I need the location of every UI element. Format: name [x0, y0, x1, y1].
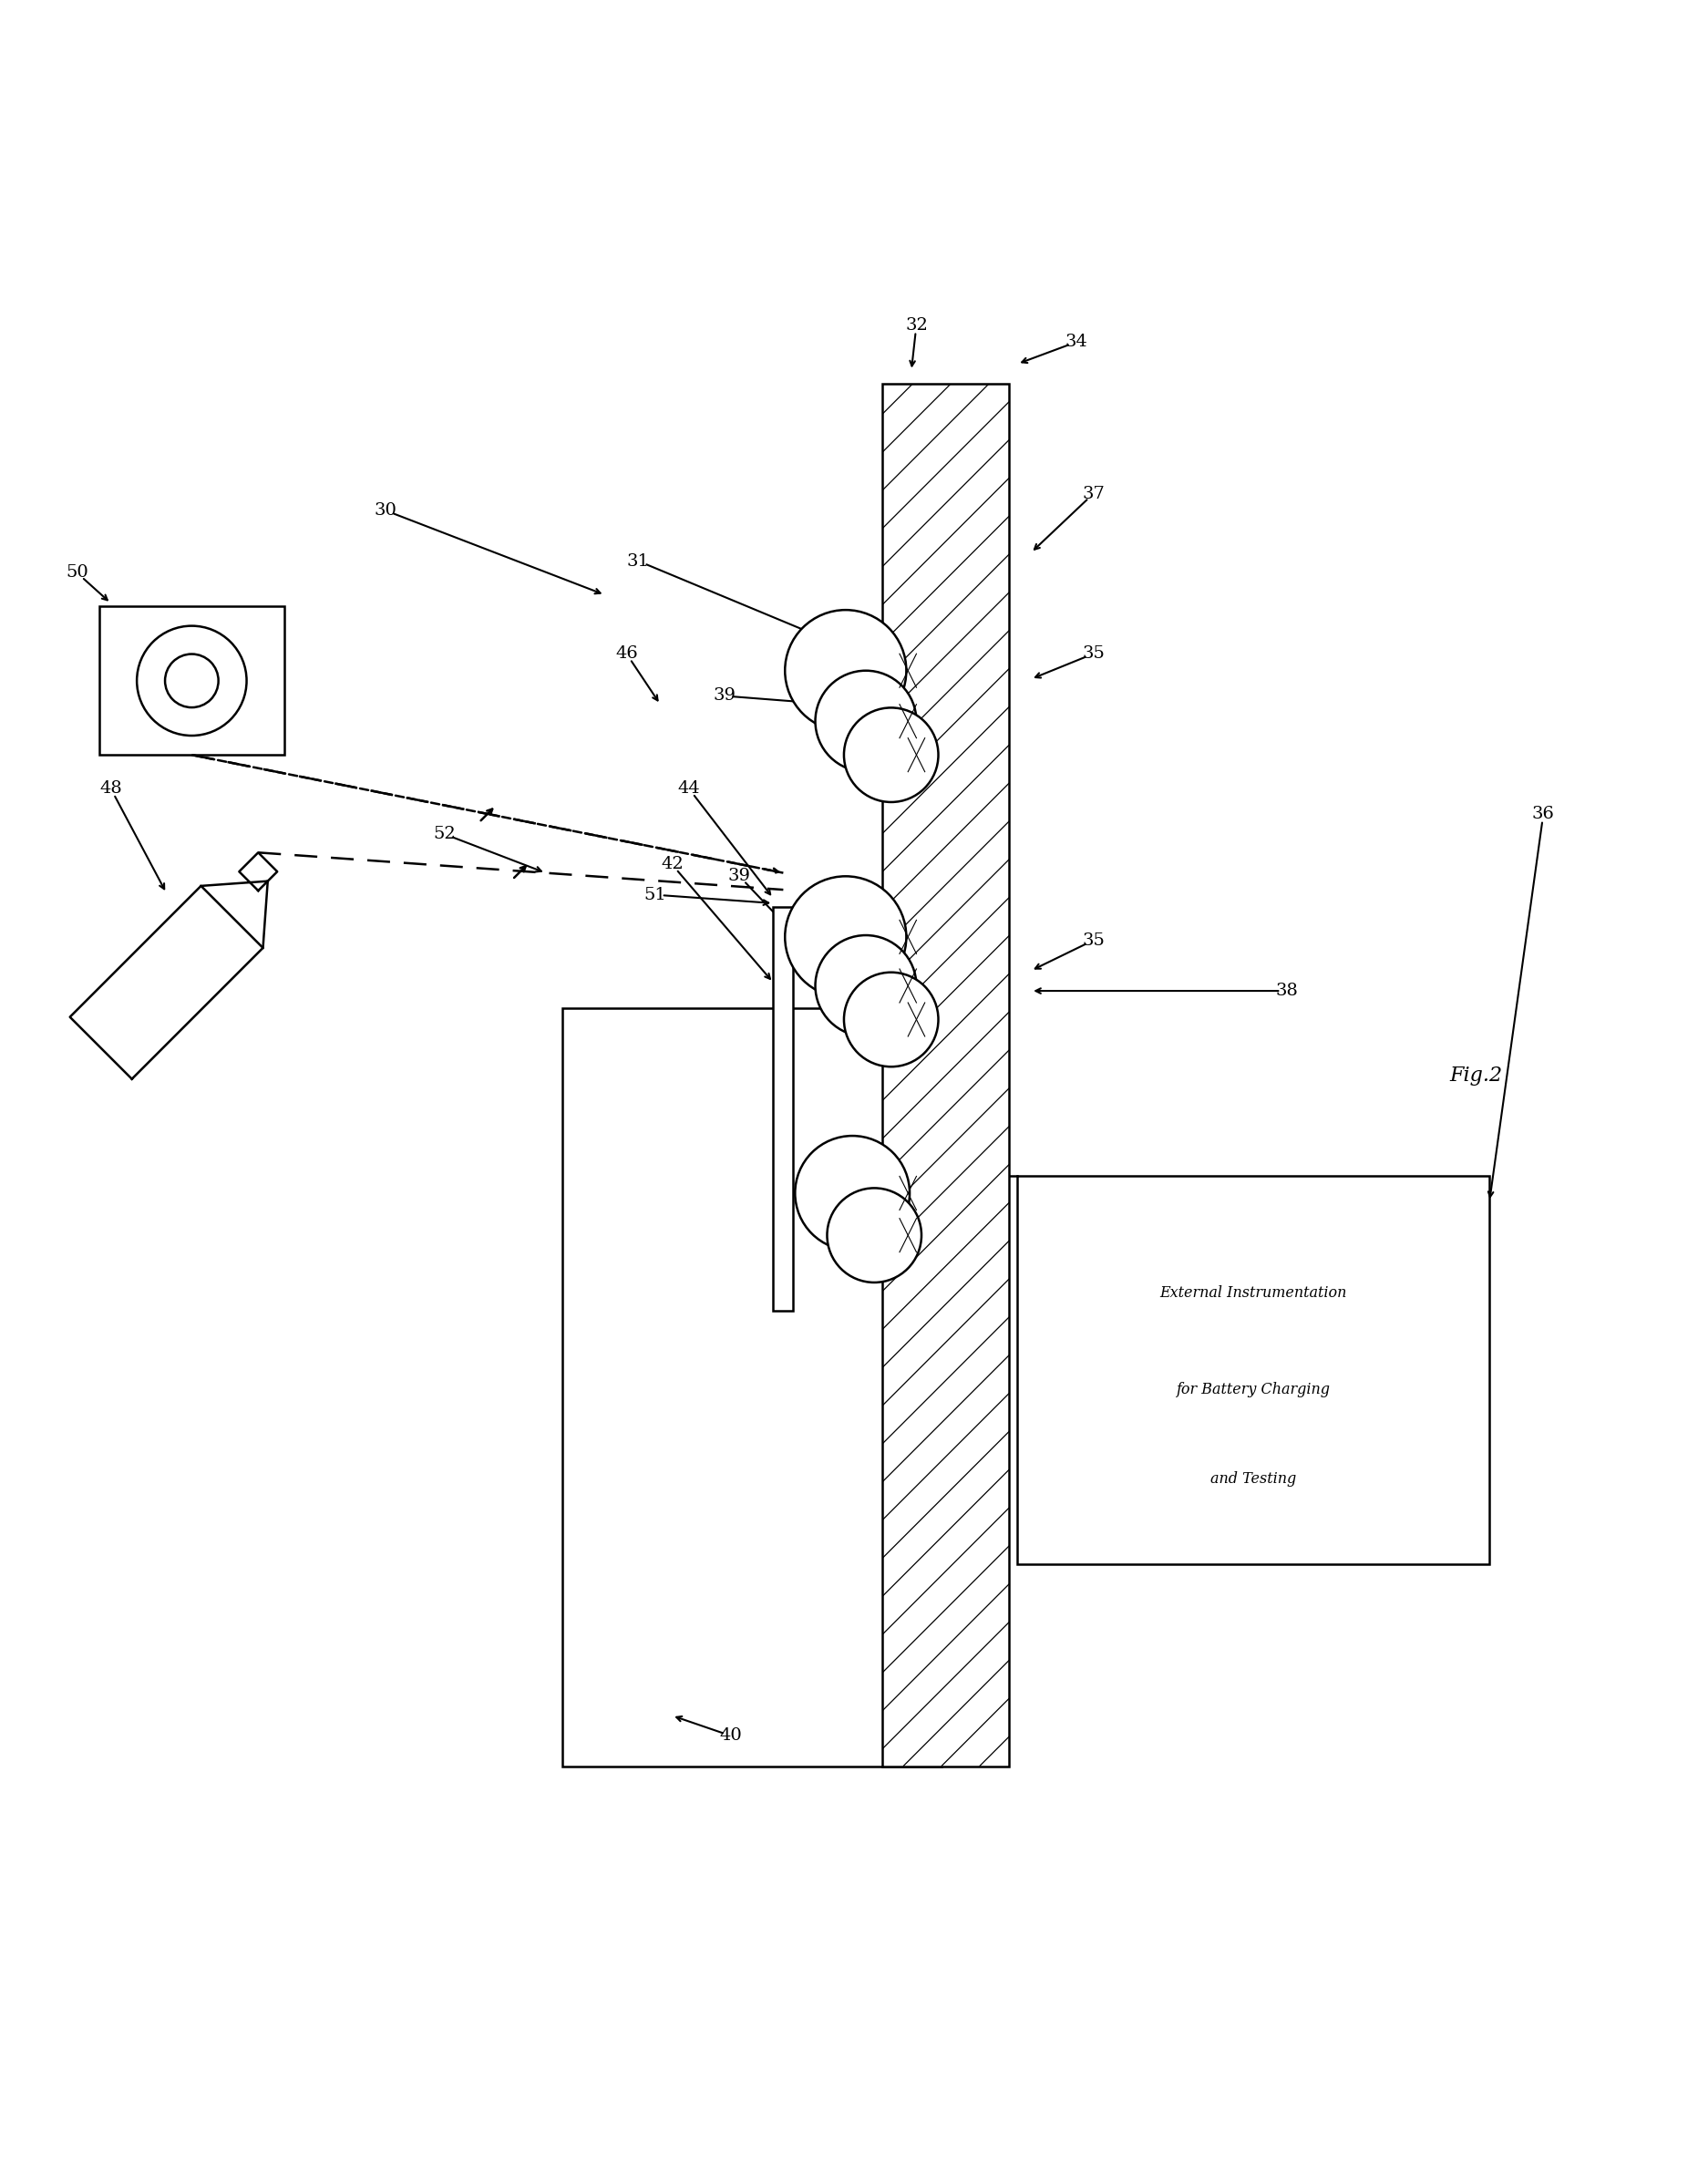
Circle shape [844, 972, 939, 1066]
Text: 35: 35 [1082, 933, 1105, 948]
Text: 39: 39 [713, 688, 735, 703]
Circle shape [795, 1136, 910, 1251]
Circle shape [815, 935, 917, 1037]
Text: 39: 39 [728, 867, 751, 885]
Bar [883, 384, 1009, 1767]
Circle shape [844, 708, 939, 802]
Text: 32: 32 [905, 317, 927, 334]
Circle shape [815, 670, 917, 771]
Text: 36: 36 [1532, 806, 1555, 821]
Text: 46: 46 [615, 646, 638, 662]
Text: 31: 31 [791, 928, 813, 946]
Text: 44: 44 [678, 780, 700, 797]
Bar [1017, 1177, 1489, 1564]
Text: 31: 31 [627, 553, 650, 570]
Text: 37: 37 [1082, 485, 1105, 502]
Text: 51: 51 [644, 887, 666, 902]
Circle shape [827, 1188, 922, 1282]
Text: External Instrumentation: External Instrumentation [1160, 1284, 1347, 1299]
Text: 42: 42 [661, 856, 683, 874]
Text: 48: 48 [100, 780, 122, 797]
Text: 34: 34 [1065, 334, 1088, 349]
Text: and Testing: and Testing [1211, 1470, 1297, 1487]
Circle shape [784, 609, 907, 732]
Text: Fig.2: Fig.2 [1450, 1066, 1503, 1085]
Text: 30: 30 [374, 502, 397, 520]
Bar [98, 607, 284, 756]
Text: for Battery Charging: for Battery Charging [1177, 1382, 1331, 1398]
Circle shape [784, 876, 907, 998]
Text: 52: 52 [433, 826, 455, 843]
Text: 50: 50 [66, 566, 88, 581]
Text: 40: 40 [720, 1728, 742, 1745]
Bar [562, 1007, 942, 1767]
Text: 38: 38 [1275, 983, 1299, 998]
Bar [773, 906, 793, 1310]
Text: 35: 35 [1082, 646, 1105, 662]
